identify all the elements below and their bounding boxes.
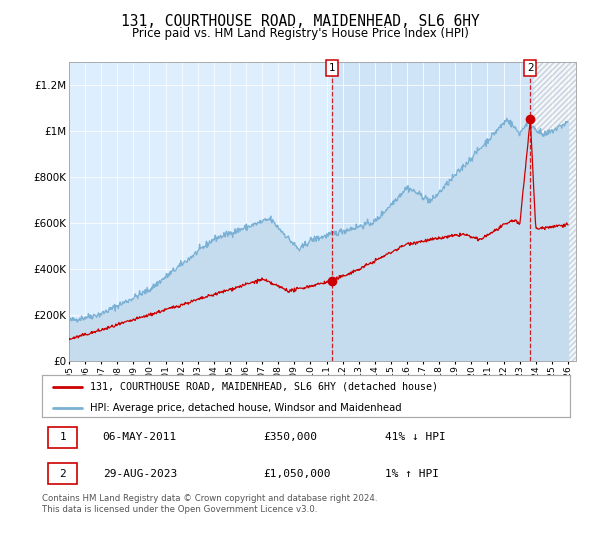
Text: Price paid vs. HM Land Registry's House Price Index (HPI): Price paid vs. HM Land Registry's House … bbox=[131, 27, 469, 40]
Bar bbox=[533, 62, 579, 361]
Bar bbox=[332, 62, 533, 361]
Text: 1% ↑ HPI: 1% ↑ HPI bbox=[385, 469, 439, 479]
Text: 29-AUG-2023: 29-AUG-2023 bbox=[103, 469, 177, 479]
Text: £350,000: £350,000 bbox=[264, 432, 318, 442]
FancyBboxPatch shape bbox=[49, 427, 77, 448]
Text: 131, COURTHOUSE ROAD, MAIDENHEAD, SL6 6HY: 131, COURTHOUSE ROAD, MAIDENHEAD, SL6 6H… bbox=[121, 14, 479, 29]
Text: Contains HM Land Registry data © Crown copyright and database right 2024.: Contains HM Land Registry data © Crown c… bbox=[42, 494, 377, 503]
Text: 1: 1 bbox=[329, 63, 335, 73]
Text: 06-MAY-2011: 06-MAY-2011 bbox=[103, 432, 177, 442]
Text: 2: 2 bbox=[59, 469, 66, 479]
Text: HPI: Average price, detached house, Windsor and Maidenhead: HPI: Average price, detached house, Wind… bbox=[89, 403, 401, 413]
Text: 2: 2 bbox=[527, 63, 533, 73]
Text: 131, COURTHOUSE ROAD, MAIDENHEAD, SL6 6HY (detached house): 131, COURTHOUSE ROAD, MAIDENHEAD, SL6 6H… bbox=[89, 381, 437, 391]
Text: 1: 1 bbox=[59, 432, 66, 442]
FancyBboxPatch shape bbox=[49, 463, 77, 484]
Text: 41% ↓ HPI: 41% ↓ HPI bbox=[385, 432, 446, 442]
Text: £1,050,000: £1,050,000 bbox=[264, 469, 331, 479]
Text: This data is licensed under the Open Government Licence v3.0.: This data is licensed under the Open Gov… bbox=[42, 505, 317, 514]
